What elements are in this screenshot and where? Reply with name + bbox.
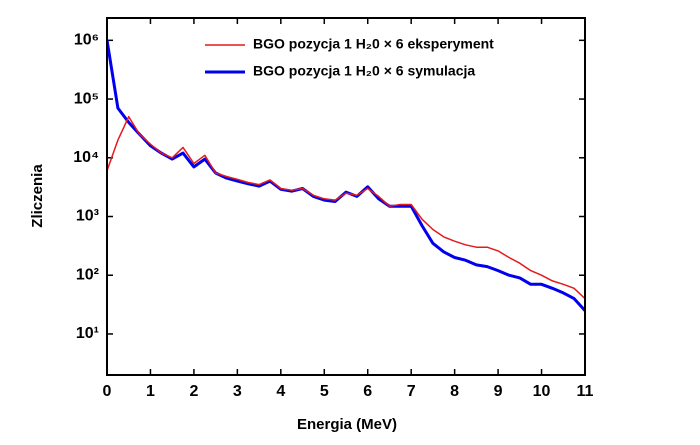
data-line bbox=[107, 40, 585, 312]
x-axis-label: Energia (MeV) bbox=[297, 416, 397, 433]
plot-frame bbox=[106, 17, 586, 376]
x-tick-label: 0 bbox=[103, 383, 112, 400]
y-tick-label: 10⁴ bbox=[73, 149, 99, 166]
x-tick-label: 6 bbox=[363, 383, 372, 400]
legend-label: BGO pozycja 1 H₂0 × 6 eksperyment bbox=[253, 36, 494, 52]
x-tick-label: 4 bbox=[276, 383, 285, 400]
data-line bbox=[107, 115, 585, 300]
x-tick-label: 5 bbox=[320, 383, 329, 400]
x-tick-label: 3 bbox=[233, 383, 242, 400]
x-tick-label: 11 bbox=[577, 383, 594, 400]
x-tick-label: 7 bbox=[407, 383, 416, 400]
y-axis-label: Zliczenia bbox=[29, 164, 46, 228]
x-tick-label: 8 bbox=[450, 383, 459, 400]
y-tick-label: 10³ bbox=[76, 208, 99, 225]
x-tick-label: 1 bbox=[146, 383, 155, 400]
legend-label: BGO pozycja 1 H₂0 × 6 symulacja bbox=[253, 63, 475, 79]
y-tick-label: 10⁶ bbox=[74, 32, 99, 49]
y-tick-label: 10⁵ bbox=[74, 90, 99, 107]
y-tick-label: 10¹ bbox=[76, 325, 99, 342]
y-tick-label: 10² bbox=[76, 266, 99, 283]
x-tick-label: 10 bbox=[533, 383, 551, 400]
x-tick-label: 9 bbox=[494, 383, 503, 400]
x-tick-label: 2 bbox=[189, 383, 198, 400]
